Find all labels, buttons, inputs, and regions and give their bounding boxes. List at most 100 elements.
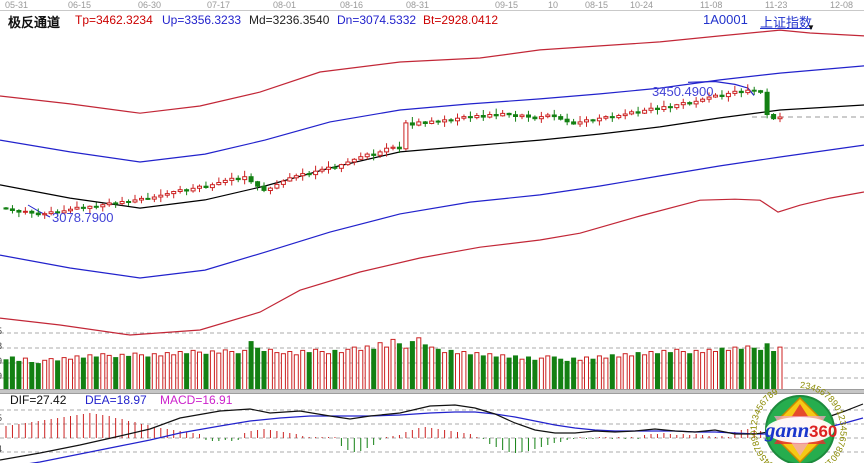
candle-body xyxy=(229,177,235,181)
volume-bar xyxy=(74,355,80,391)
candle-body xyxy=(448,119,454,122)
candle-body xyxy=(3,207,9,210)
volume-bar xyxy=(371,348,377,391)
indicator-name[interactable]: 极反通道 xyxy=(8,15,61,30)
candle-body xyxy=(274,183,280,189)
symbol-name[interactable]: 上证指数 xyxy=(760,15,813,30)
volume-bar xyxy=(151,353,157,391)
candle-body xyxy=(358,156,364,160)
volume-bar xyxy=(429,346,435,391)
volume-bar xyxy=(680,351,686,391)
candle-body xyxy=(777,116,783,120)
candle-body xyxy=(584,119,589,123)
gann360-logo: 2345678901234567890123456789012345678901… xyxy=(749,380,849,463)
volume-bar xyxy=(545,355,551,391)
date-label: 06-30 xyxy=(138,0,162,10)
candle-body xyxy=(384,147,390,153)
volume-bar xyxy=(261,351,267,391)
volume-bar xyxy=(732,346,738,391)
volume-bar xyxy=(216,352,222,391)
volume-bar xyxy=(745,345,751,391)
volume-bar xyxy=(642,354,648,391)
candle-body xyxy=(396,146,402,150)
date-label: 10 xyxy=(548,0,559,10)
candle-body xyxy=(545,114,551,118)
candle-body xyxy=(422,121,428,125)
volume-bar xyxy=(22,357,28,391)
pane-splitter[interactable] xyxy=(0,389,864,394)
candle-body xyxy=(351,158,357,163)
candle-body xyxy=(648,107,654,111)
volume-bar xyxy=(596,355,602,391)
volume-bar xyxy=(629,355,635,391)
volume-bar xyxy=(242,349,248,391)
volume-bar xyxy=(255,347,261,391)
volume-bar xyxy=(532,359,538,391)
candle-body xyxy=(609,116,615,119)
volume-bar xyxy=(229,351,235,391)
date-label: 05-31 xyxy=(5,0,29,10)
volume-bar xyxy=(513,355,518,391)
volume-bar xyxy=(319,351,325,391)
candle-body xyxy=(9,208,15,211)
candle-body xyxy=(16,210,22,213)
logo-text-360: 360 xyxy=(809,422,837,441)
macd-scale-digit: 5 xyxy=(0,413,2,423)
candle-body xyxy=(287,177,293,182)
candle-body xyxy=(616,115,622,119)
candle-body xyxy=(416,121,422,126)
candle-body xyxy=(313,170,319,176)
date-label: 08-15 xyxy=(585,0,609,10)
candle-body xyxy=(390,146,396,149)
channel-value-up: Up=3356.3233 xyxy=(162,13,242,27)
candle-body xyxy=(655,107,660,110)
volume-bar xyxy=(126,355,132,391)
volume-bar xyxy=(500,354,506,391)
macd-scale-digit: 4 xyxy=(0,444,2,454)
volume-bar xyxy=(190,349,196,391)
logo-text-plate xyxy=(766,417,834,443)
candle-body xyxy=(725,92,731,98)
volume-bar xyxy=(338,352,344,391)
volume-bar xyxy=(235,353,241,391)
volume-bar xyxy=(519,358,525,391)
volume-bar xyxy=(280,353,286,391)
volume-bar xyxy=(558,358,564,391)
candle-body xyxy=(532,116,538,120)
date-label: 11-23 xyxy=(765,0,788,10)
candle-body xyxy=(80,206,86,209)
volume-bar xyxy=(197,351,202,391)
candle-body xyxy=(500,112,506,117)
volume-bar xyxy=(480,355,486,391)
symbol-dropdown-caret-icon[interactable]: ▼ xyxy=(807,23,815,32)
price-annotation-last-close: 3450.4900 xyxy=(652,84,714,99)
volume-bar xyxy=(377,342,383,391)
volume-bar xyxy=(35,363,41,391)
candle-body xyxy=(55,211,61,214)
candle-body xyxy=(693,100,699,105)
candle-body xyxy=(61,210,67,214)
volume-bar xyxy=(448,349,454,391)
volume-bar xyxy=(29,362,35,391)
volume-bar xyxy=(467,354,473,391)
volume-bar xyxy=(100,353,106,391)
volume-bar xyxy=(622,353,628,391)
candle-body xyxy=(22,210,28,213)
volume-bar xyxy=(287,351,293,391)
candle-body xyxy=(680,102,686,106)
channel-line-Dn xyxy=(0,144,864,279)
candle-body xyxy=(603,116,609,119)
candle-body xyxy=(267,187,273,192)
volume-bar xyxy=(751,347,757,391)
volume-bar xyxy=(461,351,467,391)
volume-bar xyxy=(209,350,215,391)
candle-body xyxy=(758,90,764,93)
volume-bar xyxy=(119,353,125,391)
candle-body xyxy=(487,114,493,118)
volume-bar xyxy=(538,357,544,391)
candle-body xyxy=(93,205,99,208)
volume-bar xyxy=(584,356,589,391)
volume-bar xyxy=(203,353,209,391)
volume-bar xyxy=(274,352,280,391)
